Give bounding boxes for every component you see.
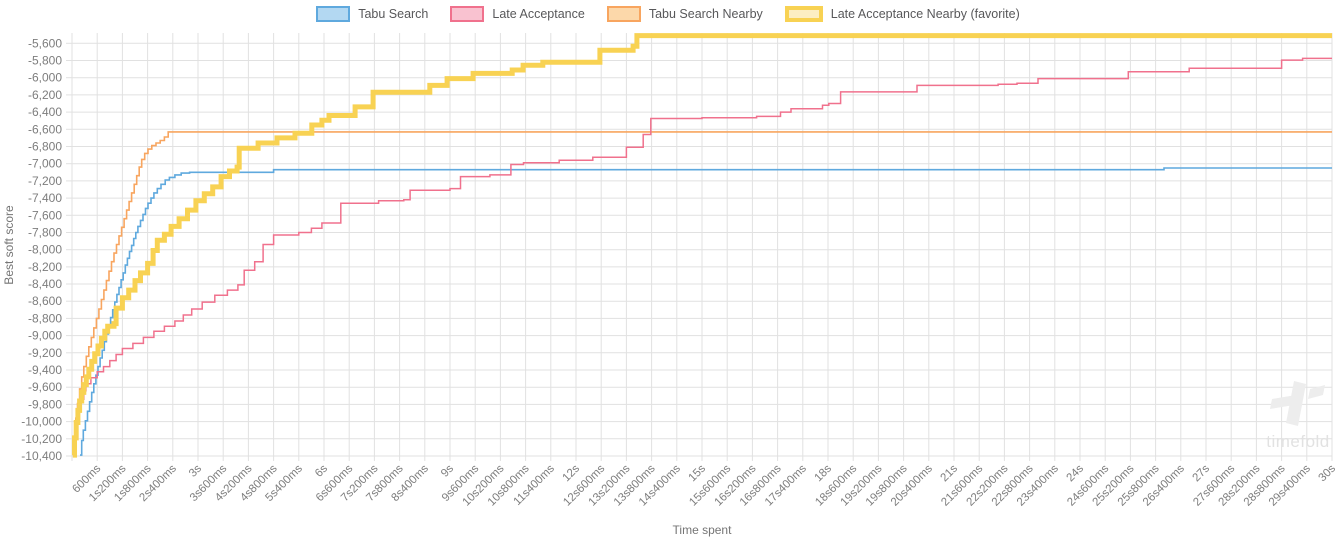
legend-item-late-acceptance-nearby-favorite[interactable]: Late Acceptance Nearby (favorite) <box>784 6 1020 22</box>
y-tick-label: -10,000 <box>21 415 62 429</box>
y-tick-label: -6,400 <box>28 105 62 119</box>
series-line-late-acceptance-nearby-favorite <box>72 33 1332 458</box>
y-tick-label: -7,200 <box>28 174 62 188</box>
y-tick-label: -8,200 <box>28 260 62 274</box>
x-tick-label: 9s <box>439 462 456 479</box>
series-line-tabu-search-nearby <box>72 131 1332 456</box>
y-tick-label: -7,000 <box>28 157 62 171</box>
y-tick-label: -6,200 <box>28 88 62 102</box>
legend-swatch <box>784 6 823 22</box>
series-line-tabu-search <box>80 167 1332 456</box>
x-tick-label: 18s <box>813 462 835 484</box>
y-tick-label: -8,000 <box>28 243 62 257</box>
legend-item-late-acceptance[interactable]: Late Acceptance <box>450 6 585 22</box>
y-tick-label: -9,800 <box>28 397 62 411</box>
y-tick-label: -5,800 <box>28 54 62 68</box>
y-tick-label: -6,600 <box>28 122 62 136</box>
x-tick-label: 27s <box>1191 462 1213 484</box>
y-tick-label: -7,600 <box>28 208 62 222</box>
y-tick-label: -9,400 <box>28 363 62 377</box>
legend-label: Tabu Search Nearby <box>648 7 763 21</box>
y-tick-label: -7,800 <box>28 226 62 240</box>
y-tick-label: -6,000 <box>28 71 62 85</box>
legend-swatch <box>450 6 485 22</box>
y-tick-label: -8,400 <box>28 277 62 291</box>
y-tick-label: -7,400 <box>28 191 62 205</box>
y-tick-label: -9,200 <box>28 346 62 360</box>
chart-legend: Tabu Search Late Acceptance Tabu Search Ne… <box>0 6 1336 22</box>
x-tick-label: 12s <box>561 462 583 484</box>
legend-swatch <box>316 6 351 22</box>
y-axis-title: Best soft score <box>2 205 16 285</box>
x-tick-label: 6s <box>313 462 330 479</box>
legend-label: Tabu Search <box>358 7 429 21</box>
x-tick-label: 24s <box>1065 462 1087 484</box>
x-tick-label: 15s <box>687 462 709 484</box>
x-tick-label: 21s <box>939 462 961 484</box>
y-tick-label: -8,800 <box>28 311 62 325</box>
legend-label: Late Acceptance Nearby (favorite) <box>830 7 1020 21</box>
y-tick-label: -5,600 <box>28 36 62 50</box>
legend-item-tabu-search-nearby[interactable]: Tabu Search Nearby <box>606 6 763 22</box>
series-line-late-acceptance <box>73 57 1332 454</box>
y-tick-label: -9,000 <box>28 329 62 343</box>
legend-label: Late Acceptance <box>492 7 585 21</box>
timefold-logo-icon <box>1270 381 1325 426</box>
watermark-text: timefold <box>1266 432 1330 451</box>
x-tick-label: 3s <box>187 462 204 479</box>
watermark: timefold <box>1260 381 1336 452</box>
x-tick-label: 30s <box>1317 462 1336 484</box>
x-axis-title: Time spent <box>672 523 732 537</box>
legend-item-tabu-search[interactable]: Tabu Search <box>316 6 428 22</box>
y-tick-label: -9,600 <box>28 380 62 394</box>
y-tick-label: -10,400 <box>21 449 62 463</box>
y-tick-label: -10,200 <box>21 432 62 446</box>
y-tick-label: -8,600 <box>28 294 62 308</box>
y-tick-label: -6,800 <box>28 140 62 154</box>
legend-swatch <box>606 6 641 22</box>
